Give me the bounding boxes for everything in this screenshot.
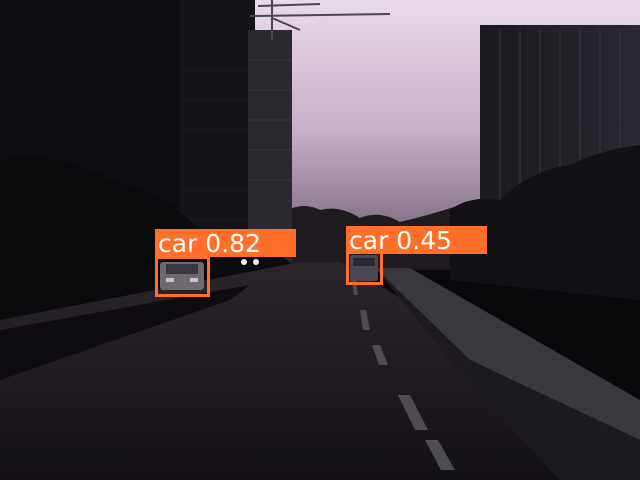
crane xyxy=(249,0,391,40)
detection-box xyxy=(346,251,383,285)
construction-floors xyxy=(248,59,292,181)
headlight xyxy=(241,259,247,265)
detection-label: car 0.82 xyxy=(155,229,296,257)
car-2 xyxy=(350,255,378,281)
detection-label: car 0.45 xyxy=(346,226,487,254)
left-curb xyxy=(0,285,250,380)
right-trees xyxy=(450,145,640,300)
detection-box xyxy=(155,256,210,297)
sidewalk-edge xyxy=(375,268,640,480)
sidewalk xyxy=(375,268,640,440)
headlight xyxy=(253,259,259,265)
car-1 xyxy=(160,262,204,290)
left-building-floors xyxy=(180,39,255,221)
